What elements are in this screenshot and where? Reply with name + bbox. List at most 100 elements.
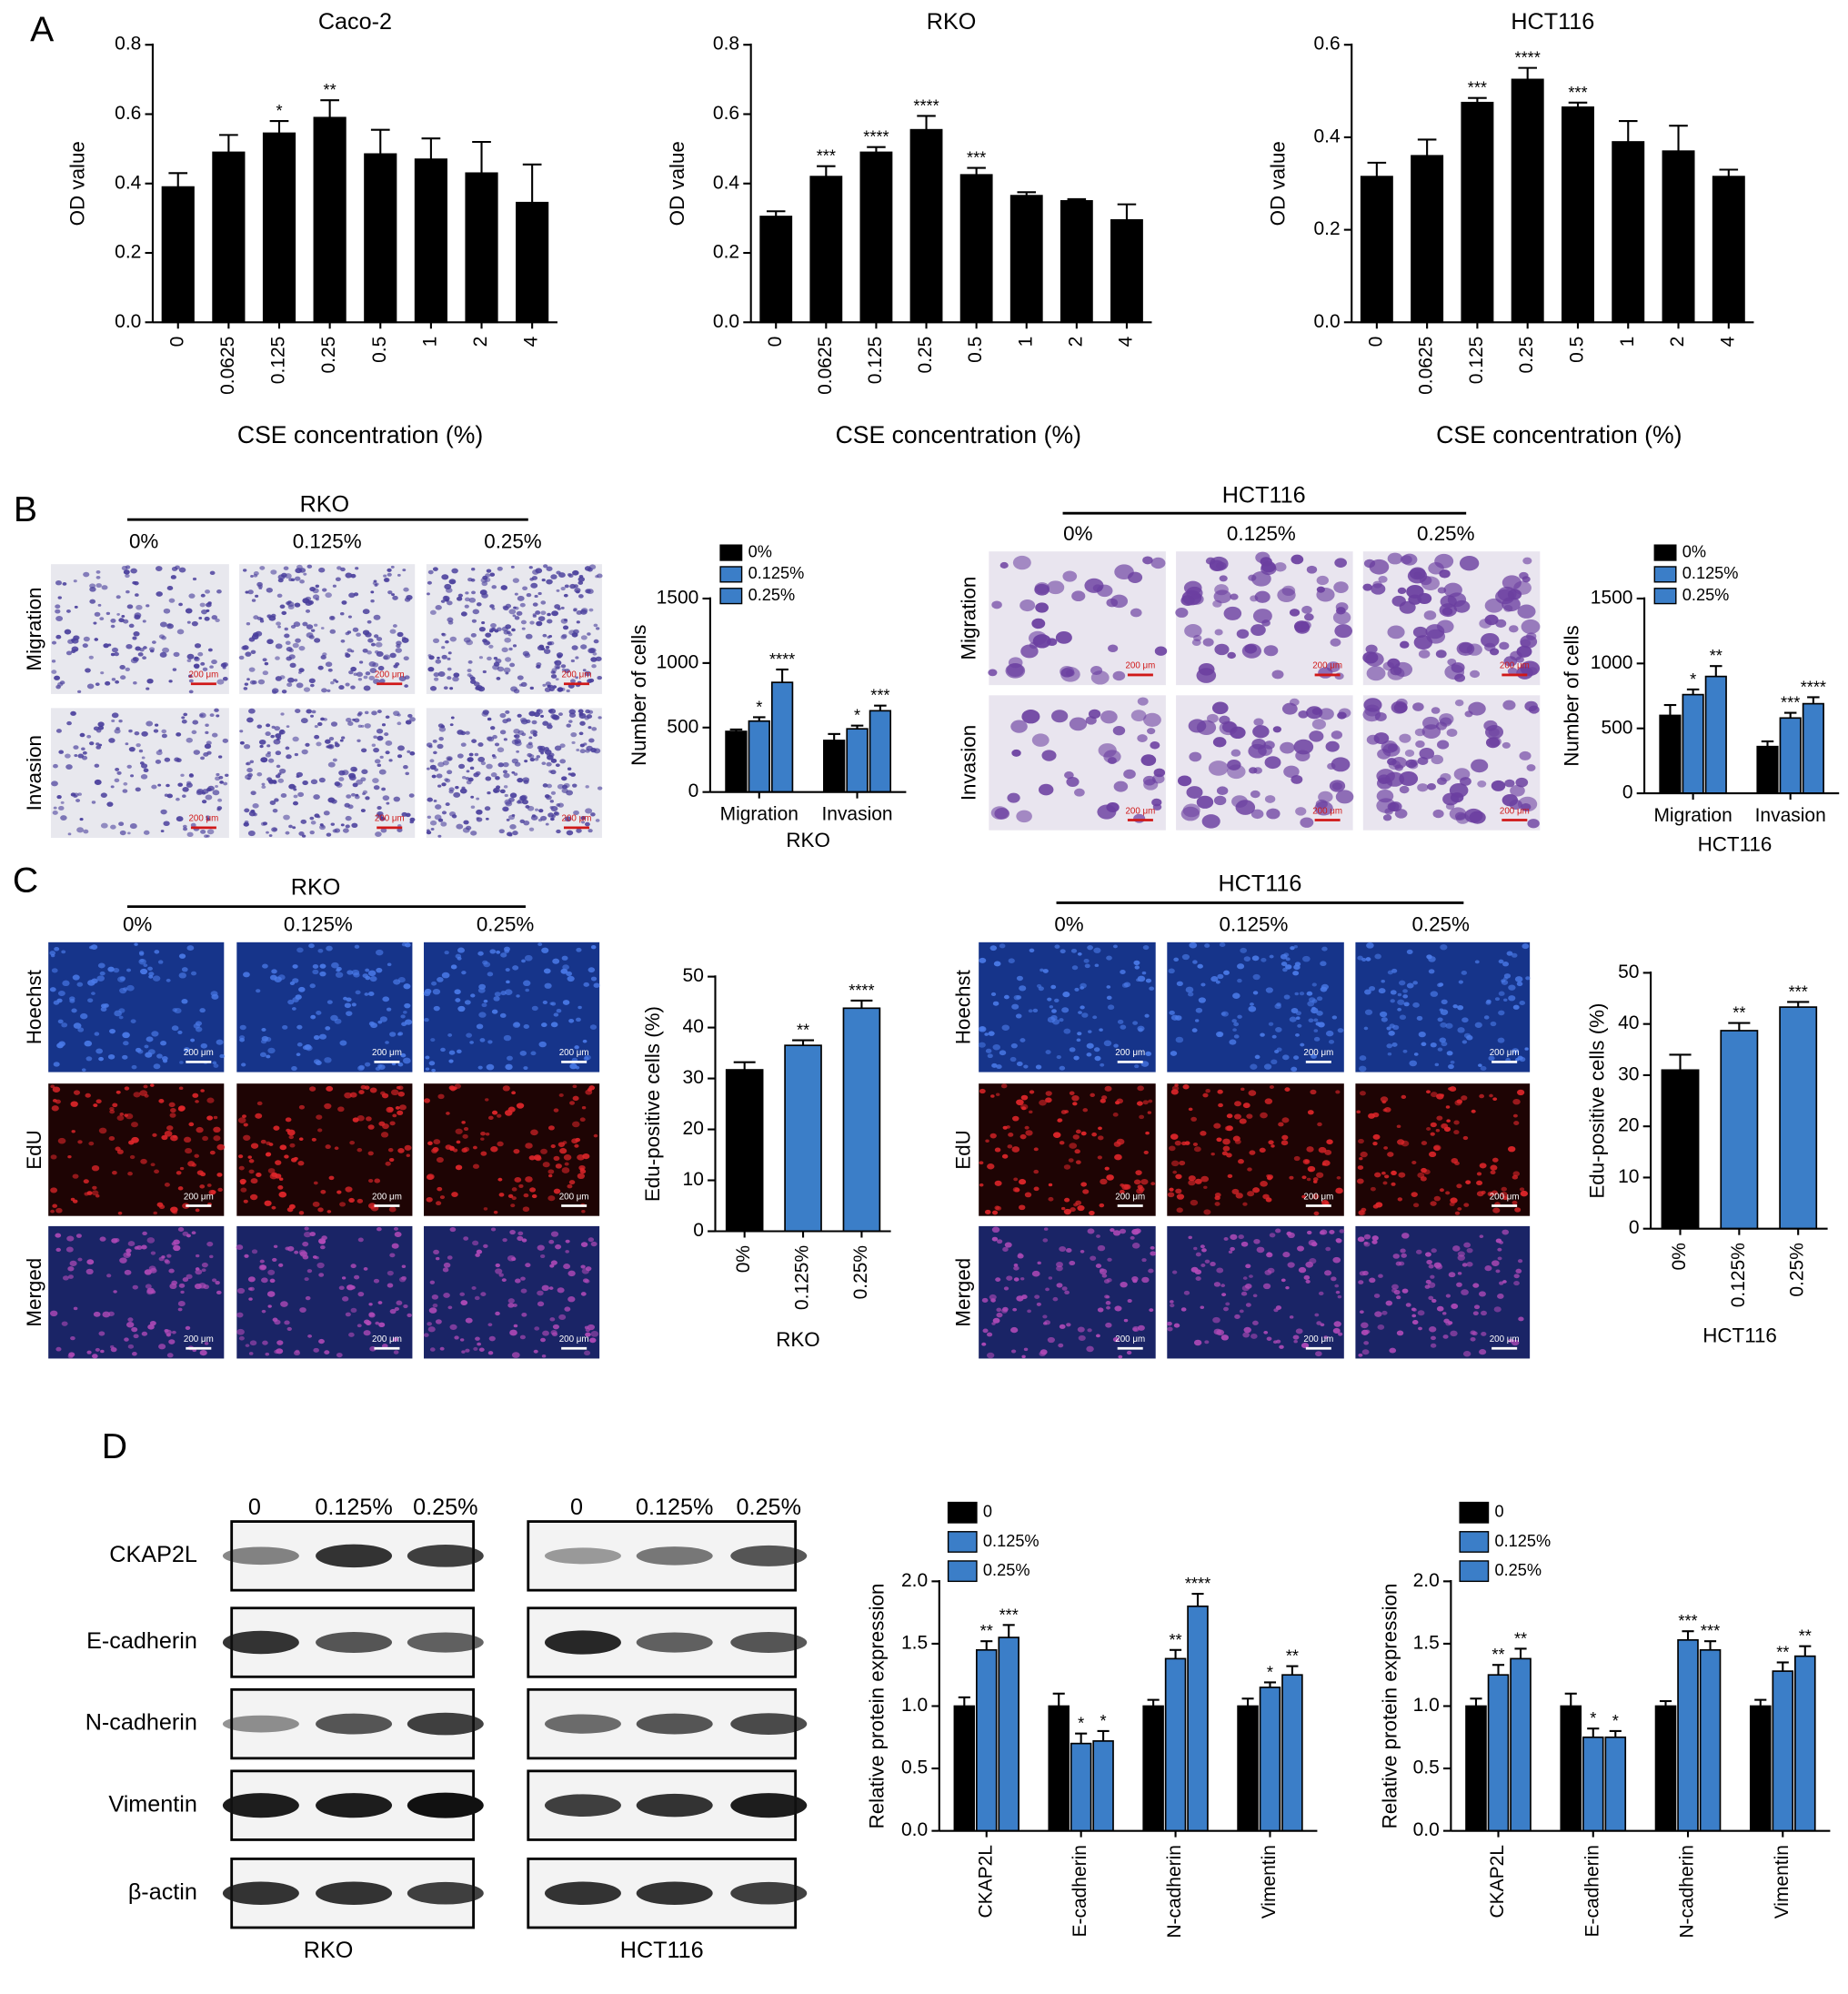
cell: [488, 1335, 496, 1342]
cell: [1092, 584, 1103, 592]
cell: [1076, 1038, 1081, 1042]
cell: [1012, 1115, 1019, 1122]
cell: [1069, 1047, 1076, 1052]
x-tick-label: E-cadherin: [1070, 1845, 1090, 1937]
cell: [75, 799, 81, 802]
cell: [365, 968, 370, 972]
cell: [176, 1171, 182, 1175]
cell: [1268, 1022, 1274, 1026]
cell: [178, 953, 186, 959]
significance: *: [1267, 1663, 1273, 1681]
cell: [1253, 718, 1264, 727]
cell: [544, 794, 550, 799]
cell: [1232, 1135, 1240, 1142]
cell: [541, 761, 547, 765]
cell: [1481, 1190, 1486, 1194]
x-tick-label: 4: [1717, 336, 1738, 347]
cell: [463, 1127, 469, 1132]
cell: [1520, 1190, 1528, 1197]
cell: [425, 1055, 430, 1060]
cell: [200, 661, 206, 666]
significance: ***: [870, 687, 889, 705]
cell: [426, 1196, 433, 1203]
cell: [1358, 1210, 1366, 1216]
cell: [262, 963, 268, 969]
cell: [389, 1308, 397, 1314]
cell: [1080, 982, 1087, 989]
cell: [1039, 1351, 1046, 1357]
cell: [1316, 1172, 1324, 1178]
cell: [442, 760, 449, 766]
cell: [1378, 1274, 1383, 1278]
cell: [1220, 1284, 1226, 1288]
cell: [51, 968, 58, 973]
cell: [1204, 1259, 1210, 1264]
protein-label: N-cadherin: [85, 1710, 197, 1736]
cell: [296, 564, 303, 569]
cell: [362, 973, 368, 979]
cell: [1442, 1334, 1449, 1339]
cell: [445, 778, 451, 783]
cell: [1232, 1028, 1237, 1032]
cell: [353, 972, 360, 978]
cell: [256, 771, 263, 777]
cell: [55, 729, 62, 733]
cell: [496, 950, 501, 954]
cell: [200, 756, 206, 760]
cell: [1280, 741, 1295, 754]
cell: [1437, 740, 1450, 750]
cell: [1457, 1004, 1464, 1011]
cell: [536, 620, 543, 627]
cell: [555, 1163, 562, 1169]
cell: [505, 710, 510, 714]
cell: [334, 1018, 342, 1024]
cell: [1396, 1295, 1401, 1300]
cell: [1502, 793, 1519, 807]
cell: [364, 992, 369, 996]
cell: [549, 1002, 554, 1005]
cell: [1039, 783, 1054, 796]
cell: [77, 1140, 83, 1144]
cell: [508, 609, 517, 615]
cell: [1131, 1243, 1140, 1249]
cell: [367, 619, 372, 624]
cell: [1248, 767, 1258, 774]
cell: [1497, 1294, 1504, 1299]
legend-swatch: [947, 1501, 978, 1524]
x-tick-label: 0.25: [318, 337, 339, 374]
cell: [499, 1012, 507, 1018]
row-label: Merged: [23, 1258, 45, 1327]
cell: [126, 968, 132, 972]
cell: [1372, 1133, 1381, 1140]
cell: [1431, 707, 1441, 714]
cell: [1470, 670, 1481, 679]
cell: [71, 646, 79, 652]
cell: [1152, 803, 1162, 811]
cell: [1450, 792, 1464, 803]
bar: [1511, 78, 1544, 324]
cell: [1242, 1202, 1248, 1206]
cell: [83, 829, 89, 834]
cell: [451, 1192, 458, 1197]
cell: [1387, 970, 1393, 975]
cell: [1114, 1153, 1122, 1161]
cell: [487, 1351, 494, 1355]
cell: [1264, 756, 1281, 770]
cell: [1222, 1138, 1230, 1145]
cell: [373, 1278, 380, 1284]
scale-bar-label: 200 μm: [1115, 1334, 1145, 1344]
cell: [995, 1277, 1001, 1282]
cell: [568, 1180, 576, 1185]
cell: [86, 1191, 93, 1195]
cell: [497, 1177, 503, 1182]
cell: [312, 1201, 320, 1207]
cell: [1269, 1233, 1276, 1238]
cell: [1210, 976, 1219, 982]
cell: [1423, 610, 1437, 620]
y-tick-label: 20: [1618, 1115, 1639, 1136]
cell: [441, 972, 450, 979]
cell: [138, 958, 146, 965]
cell: [79, 732, 85, 738]
cell: [1381, 1310, 1388, 1315]
cell: [361, 748, 367, 753]
